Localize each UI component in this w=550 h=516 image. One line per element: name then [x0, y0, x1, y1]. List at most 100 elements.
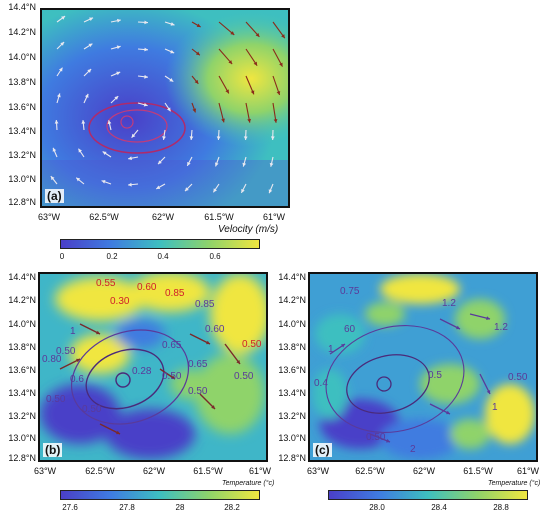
lat-tick: 14.4°N: [278, 272, 306, 282]
flow-arrow: [369, 433, 391, 443]
flow-arrowhead: [456, 325, 460, 330]
flow-arrow: [439, 318, 461, 330]
contour-label: 0.50: [234, 371, 254, 382]
flow-arrow: [224, 343, 241, 365]
colorbar-b-tick: 27.6: [62, 503, 78, 512]
flow-arrowhead: [253, 61, 258, 66]
flow-arrowhead: [189, 136, 194, 140]
flow-arrowhead: [486, 390, 491, 394]
contour-label: 1.2: [442, 298, 456, 309]
lon-tick: 61.5°W: [193, 466, 223, 476]
panel-c-label: (c): [313, 443, 332, 457]
flow-arrowhead: [214, 162, 219, 167]
flow-arrowhead: [107, 120, 112, 125]
flow-arrowhead: [84, 93, 89, 98]
contour-label: 0.50: [82, 404, 102, 415]
flow-arrowhead: [76, 358, 80, 363]
contour-label: 0.50: [242, 339, 262, 350]
flow-arrowhead: [192, 108, 197, 113]
colorbar-a-tick: 0: [59, 252, 65, 261]
contour-label: 0.50: [188, 386, 208, 397]
colorbar-a-tick: 0.2: [106, 252, 118, 261]
lat-tick: 12.8°N: [278, 453, 306, 463]
velocity-field: [42, 10, 288, 206]
flow-arrowhead: [143, 102, 148, 107]
lat-tick: 13.4°N: [278, 388, 306, 398]
flow-arrowhead: [56, 93, 61, 98]
lat-tick: 13.8°N: [8, 77, 36, 87]
lat-tick: 13.2°N: [8, 411, 36, 421]
flow-arrowhead: [88, 43, 93, 48]
flow-arrowhead: [242, 162, 247, 167]
lat-tick: 14.4°N: [8, 2, 36, 12]
flow-arrowhead: [128, 182, 132, 187]
contour-label: 2: [410, 444, 416, 455]
contour-label: 0.60: [137, 282, 157, 293]
flow-arrowhead: [276, 90, 281, 95]
colorbar-b-title: Temperature (°c): [222, 480, 275, 487]
flow-arrowhead: [269, 162, 274, 167]
lat-tick: 14.0°N: [8, 52, 36, 62]
contour-label: 0.50: [46, 394, 66, 405]
lat-tick: 13.2°N: [278, 411, 306, 421]
contour-label: 0.30: [110, 296, 130, 307]
flow-arrowhead: [273, 118, 278, 123]
flow-arrowhead: [81, 120, 86, 124]
flow-arrowhead: [167, 107, 171, 112]
flow-arrowhead: [225, 89, 229, 94]
flow-arrowhead: [486, 316, 490, 321]
flow-arrowhead: [87, 69, 92, 73]
panel-a-map: (a): [40, 8, 290, 208]
flow-arrowhead: [211, 405, 215, 409]
flow-arrowhead: [61, 16, 66, 20]
flow-arrowhead: [170, 22, 175, 26]
contour-label: 0.85: [165, 288, 185, 299]
flow-arrowhead: [247, 118, 252, 123]
lat-tick: 12.8°N: [8, 453, 36, 463]
flow-arrow: [189, 333, 211, 345]
lat-tick: 13.0°N: [278, 433, 306, 443]
lat-tick: 13.0°N: [8, 433, 36, 443]
lon-tick: 61.5°W: [463, 466, 493, 476]
panel-a-label: (a): [45, 189, 64, 203]
colorbar-b-tick: 28.2: [224, 503, 240, 512]
contour-label: 0.50: [366, 432, 386, 443]
flow-arrowhead: [213, 188, 217, 193]
lon-tick: 61°W: [262, 212, 286, 222]
flow-arrowhead: [52, 147, 57, 152]
lon-tick: 62°W: [412, 466, 436, 476]
panel-b-label: (b): [43, 443, 63, 457]
contour-label: 0.75: [340, 286, 360, 297]
lat-tick: 13.0°N: [8, 174, 36, 184]
lat-tick: 13.2°N: [8, 150, 36, 160]
contour-label: 60: [344, 324, 356, 335]
flow-arrowhead: [144, 74, 148, 79]
flow-arrowhead: [196, 23, 201, 28]
temperature-field-c: [310, 274, 536, 460]
flow-arrowhead: [102, 151, 107, 156]
contour-label: 1: [492, 402, 498, 413]
flow-arrowhead: [144, 20, 148, 25]
contour-arrows: [329, 313, 491, 443]
flow-arrowhead: [78, 148, 82, 153]
flow-arrowhead: [216, 136, 221, 140]
contour-label: 0.6: [70, 374, 84, 385]
lat-tick: 14.4°N: [8, 272, 36, 282]
flow-arrow: [59, 358, 81, 370]
flow-arrowhead: [279, 62, 283, 67]
flow-arrowhead: [195, 51, 200, 56]
flow-arrowhead: [230, 31, 235, 35]
contour-label: 0.5: [428, 370, 442, 381]
flow-arrowhead: [50, 176, 55, 181]
lat-tick: 13.4°N: [8, 388, 36, 398]
lat-tick: 14.0°N: [278, 319, 306, 329]
lon-tick: 62°W: [142, 466, 166, 476]
flow-arrowhead: [76, 177, 81, 182]
lat-tick: 14.2°N: [278, 295, 306, 305]
lon-tick: 63°W: [33, 466, 57, 476]
contour-label: 0.85: [195, 299, 215, 310]
lat-tick: 13.6°N: [8, 102, 36, 112]
lat-tick: 12.8°N: [8, 197, 36, 207]
flow-arrowhead: [60, 41, 65, 46]
contour-label: 0.55: [96, 278, 116, 289]
